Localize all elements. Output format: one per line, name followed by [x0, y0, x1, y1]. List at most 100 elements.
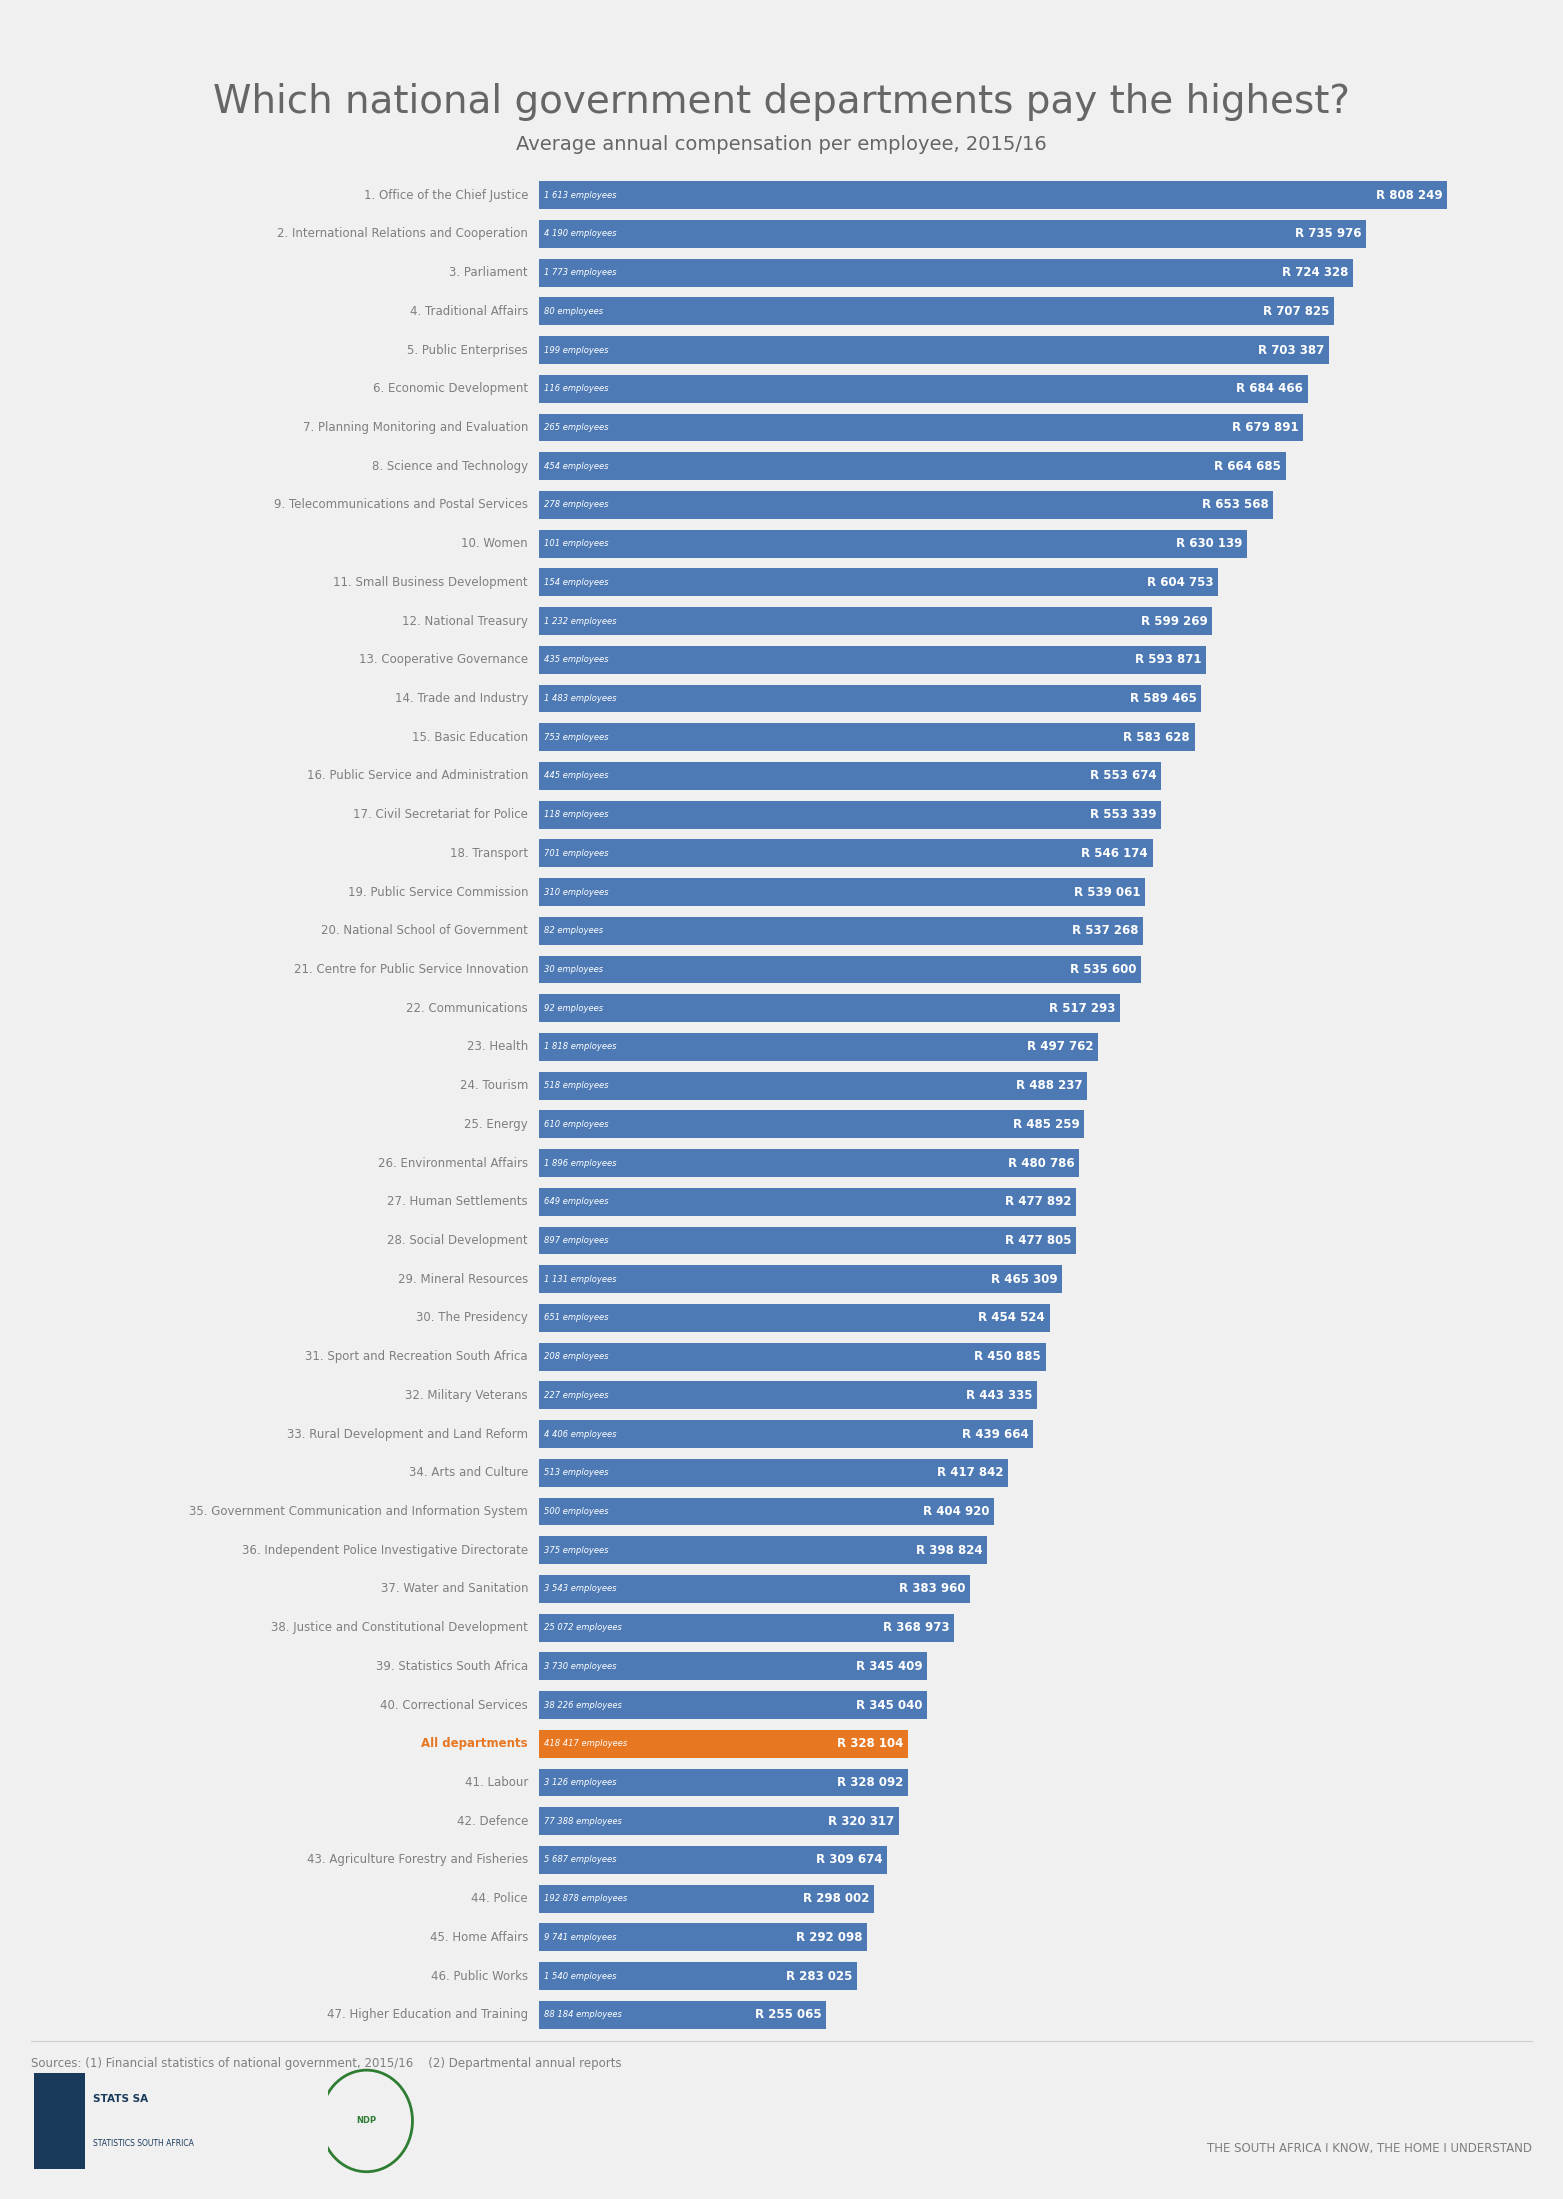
Text: R 707 825: R 707 825: [1263, 306, 1330, 319]
Bar: [539, 1845, 886, 1874]
Bar: [539, 490, 1274, 519]
Bar: [539, 1731, 908, 1757]
Text: 4 190 employees: 4 190 employees: [544, 229, 616, 237]
Bar: [539, 297, 1333, 325]
Text: 88 184 employees: 88 184 employees: [544, 2010, 622, 2019]
Text: R 443 335: R 443 335: [966, 1390, 1033, 1401]
Text: R 808 249: R 808 249: [1375, 189, 1443, 202]
Text: 1. Office of the Chief Justice: 1. Office of the Chief Justice: [364, 189, 528, 202]
Text: 17. Civil Secretariat for Police: 17. Civil Secretariat for Police: [353, 809, 528, 820]
Text: 208 employees: 208 employees: [544, 1352, 608, 1361]
Text: 24. Tourism: 24. Tourism: [460, 1080, 528, 1093]
Text: R 368 973: R 368 973: [883, 1621, 949, 1634]
Text: 14. Trade and Industry: 14. Trade and Industry: [394, 693, 528, 706]
Text: All departments: All departments: [422, 1737, 528, 1750]
Text: 29. Mineral Resources: 29. Mineral Resources: [399, 1273, 528, 1286]
Text: 33. Rural Development and Land Reform: 33. Rural Development and Land Reform: [288, 1427, 528, 1440]
Bar: [539, 1962, 857, 1990]
Text: 11. Small Business Development: 11. Small Business Development: [333, 576, 528, 589]
Text: 500 employees: 500 employees: [544, 1506, 608, 1515]
Bar: [539, 917, 1143, 946]
Text: R 703 387: R 703 387: [1258, 343, 1324, 356]
Text: 16. Public Service and Administration: 16. Public Service and Administration: [306, 770, 528, 783]
Text: 310 employees: 310 employees: [544, 888, 608, 897]
Text: 5. Public Enterprises: 5. Public Enterprises: [408, 343, 528, 356]
Text: 1 896 employees: 1 896 employees: [544, 1159, 616, 1168]
Text: 5 687 employees: 5 687 employees: [544, 1856, 616, 1865]
Bar: [539, 180, 1447, 209]
Bar: [539, 374, 1308, 402]
Text: 651 employees: 651 employees: [544, 1313, 608, 1322]
Bar: [539, 1614, 953, 1640]
Bar: [539, 1808, 899, 1836]
Text: R 553 339: R 553 339: [1089, 809, 1157, 820]
Text: R 255 065: R 255 065: [755, 2008, 821, 2021]
Bar: [539, 763, 1161, 789]
Text: R 320 317: R 320 317: [828, 1814, 894, 1827]
Text: R 653 568: R 653 568: [1202, 499, 1269, 512]
Text: 26. Environmental Affairs: 26. Environmental Affairs: [378, 1157, 528, 1170]
Text: R 583 628: R 583 628: [1124, 730, 1189, 743]
Bar: [539, 723, 1194, 752]
Text: 38. Justice and Constitutional Development: 38. Justice and Constitutional Developme…: [272, 1621, 528, 1634]
Bar: [539, 259, 1352, 286]
Text: R 477 892: R 477 892: [1005, 1196, 1071, 1207]
Text: STATISTICS SOUTH AFRICA: STATISTICS SOUTH AFRICA: [94, 2140, 194, 2148]
Text: 9. Telecommunications and Postal Services: 9. Telecommunications and Postal Service…: [274, 499, 528, 512]
Text: 41. Labour: 41. Labour: [464, 1777, 528, 1790]
Bar: [539, 684, 1200, 712]
Text: 27. Human Settlements: 27. Human Settlements: [388, 1196, 528, 1207]
Text: R 488 237: R 488 237: [1016, 1080, 1083, 1093]
Bar: [539, 453, 1286, 479]
Text: 82 employees: 82 employees: [544, 926, 603, 935]
Text: 1 131 employees: 1 131 employees: [544, 1275, 616, 1284]
Text: 7. Planning Monitoring and Evaluation: 7. Planning Monitoring and Evaluation: [303, 420, 528, 433]
Text: 42. Defence: 42. Defence: [456, 1814, 528, 1827]
Text: 1 540 employees: 1 540 employees: [544, 1973, 616, 1981]
Text: 375 employees: 375 employees: [544, 1546, 608, 1555]
Text: R 679 891: R 679 891: [1232, 420, 1299, 433]
Bar: [539, 1187, 1075, 1216]
Text: Sources: (1) Financial statistics of national government, 2015/16    (2) Departm: Sources: (1) Financial statistics of nat…: [31, 2056, 622, 2069]
Text: R 417 842: R 417 842: [938, 1467, 1003, 1480]
Text: 9 741 employees: 9 741 employees: [544, 1933, 616, 1942]
Text: 454 employees: 454 employees: [544, 462, 608, 471]
Text: 1 232 employees: 1 232 employees: [544, 616, 616, 625]
Text: 36. Independent Police Investigative Directorate: 36. Independent Police Investigative Dir…: [242, 1544, 528, 1557]
Text: 46. Public Works: 46. Public Works: [431, 1970, 528, 1983]
Bar: [539, 336, 1329, 365]
Bar: [539, 220, 1366, 248]
Bar: [539, 1885, 874, 1913]
Text: 28. Social Development: 28. Social Development: [388, 1234, 528, 1247]
Text: R 439 664: R 439 664: [961, 1427, 1028, 1440]
Text: 445 employees: 445 employees: [544, 772, 608, 781]
Text: 701 employees: 701 employees: [544, 849, 608, 858]
Text: 227 employees: 227 employees: [544, 1390, 608, 1401]
Bar: [539, 1924, 867, 1951]
Bar: [539, 877, 1144, 906]
Bar: [539, 1458, 1008, 1487]
Bar: [539, 607, 1213, 636]
Bar: [539, 2001, 825, 2030]
Bar: [539, 1264, 1061, 1293]
Text: R 383 960: R 383 960: [899, 1583, 966, 1596]
Text: 30 employees: 30 employees: [544, 965, 603, 974]
Bar: [539, 647, 1207, 673]
Text: 77 388 employees: 77 388 employees: [544, 1816, 622, 1825]
Text: R 485 259: R 485 259: [1013, 1117, 1080, 1130]
Text: 3 730 employees: 3 730 employees: [544, 1662, 616, 1671]
Text: 25 072 employees: 25 072 employees: [544, 1623, 622, 1632]
Text: 31. Sport and Recreation South Africa: 31. Sport and Recreation South Africa: [305, 1350, 528, 1363]
Text: R 604 753: R 604 753: [1147, 576, 1214, 589]
Text: 649 employees: 649 employees: [544, 1196, 608, 1207]
Text: 21. Centre for Public Service Innovation: 21. Centre for Public Service Innovation: [294, 963, 528, 976]
Text: 44. Police: 44. Police: [472, 1891, 528, 1904]
Text: 47. Higher Education and Training: 47. Higher Education and Training: [327, 2008, 528, 2021]
Text: R 735 976: R 735 976: [1294, 226, 1361, 240]
Text: 3. Parliament: 3. Parliament: [450, 266, 528, 279]
Text: 39. Statistics South Africa: 39. Statistics South Africa: [377, 1660, 528, 1673]
Text: R 664 685: R 664 685: [1214, 460, 1282, 473]
Bar: [539, 570, 1218, 596]
Text: 35. Government Communication and Information System: 35. Government Communication and Informa…: [189, 1504, 528, 1517]
Text: 34. Arts and Culture: 34. Arts and Culture: [410, 1467, 528, 1480]
